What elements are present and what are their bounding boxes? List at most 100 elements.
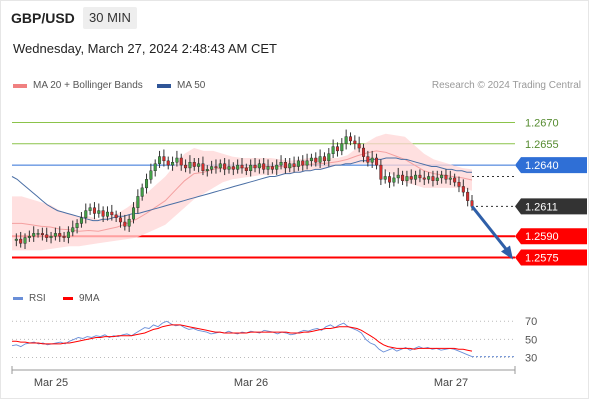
candle-body-72 bbox=[322, 156, 326, 162]
candle-body-91 bbox=[405, 176, 409, 181]
rsi-tick-0: 70 bbox=[525, 316, 537, 328]
candle-body-74 bbox=[331, 146, 335, 154]
candle-body-25 bbox=[118, 217, 122, 223]
candle-body-80 bbox=[357, 143, 361, 149]
projection-arrow bbox=[470, 205, 513, 260]
candle-body-56 bbox=[253, 164, 257, 169]
candle-body-85 bbox=[379, 164, 383, 180]
candle-body-31 bbox=[145, 179, 149, 189]
candle-body-78 bbox=[348, 136, 352, 142]
candle-body-2 bbox=[19, 238, 23, 244]
candle-body-12 bbox=[62, 236, 66, 238]
level-label-bg-5 bbox=[515, 249, 587, 266]
candle-body-47 bbox=[214, 166, 218, 169]
candle-body-21 bbox=[101, 210, 105, 217]
candle-body-5 bbox=[32, 233, 36, 237]
candle-body-64 bbox=[288, 163, 292, 169]
candle-body-30 bbox=[140, 187, 144, 197]
level-label-0: 1.2670 bbox=[525, 117, 559, 129]
candle-body-14 bbox=[71, 227, 75, 233]
candle-body-68 bbox=[305, 160, 309, 166]
candle-body-101 bbox=[448, 177, 452, 180]
candle-body-81 bbox=[362, 147, 366, 157]
rsi-panel: 70 50 30 bbox=[11, 316, 537, 364]
candle-body-22 bbox=[105, 211, 109, 217]
candle-body-3 bbox=[23, 237, 27, 244]
credit-text: Research © 2024 Trading Central bbox=[431, 80, 581, 91]
candle-body-29 bbox=[136, 196, 140, 208]
x-axis: Mar 25 Mar 26 Mar 27 bbox=[11, 366, 516, 389]
candle-body-34 bbox=[158, 156, 162, 164]
candle-body-4 bbox=[27, 236, 31, 238]
candle-body-95 bbox=[422, 177, 426, 180]
candle-body-92 bbox=[409, 176, 413, 180]
candle-body-105 bbox=[466, 191, 470, 201]
candle-body-100 bbox=[444, 174, 448, 180]
rsi-series-rsi bbox=[11, 320, 473, 358]
candle-body-19 bbox=[92, 207, 96, 214]
candle-body-88 bbox=[392, 177, 396, 183]
candle-body-43 bbox=[197, 163, 201, 167]
rsi-tick-2: 30 bbox=[525, 352, 537, 364]
candle-body-51 bbox=[231, 166, 235, 170]
candle-body-102 bbox=[453, 177, 457, 183]
candle-body-62 bbox=[279, 162, 283, 166]
projection-arrowhead bbox=[501, 245, 513, 260]
candle-body-99 bbox=[440, 174, 444, 179]
candle-body-53 bbox=[240, 164, 244, 169]
candle-body-24 bbox=[114, 214, 118, 218]
candle-body-20 bbox=[97, 210, 101, 214]
candle-body-41 bbox=[188, 162, 192, 169]
candle-body-6 bbox=[36, 233, 40, 235]
candle-body-58 bbox=[262, 163, 266, 170]
legend-ma50: MA 50 bbox=[157, 80, 205, 91]
candle-body-15 bbox=[75, 223, 79, 228]
candle-body-13 bbox=[66, 231, 70, 238]
candle-body-82 bbox=[366, 156, 370, 163]
candle-body-77 bbox=[344, 136, 348, 144]
bollinger-band bbox=[12, 133, 473, 251]
symbol-label: GBP/USD bbox=[11, 10, 75, 26]
candle-body-84 bbox=[375, 157, 379, 166]
candle-body-35 bbox=[162, 156, 166, 162]
candle-body-60 bbox=[270, 166, 274, 170]
candle-body-45 bbox=[205, 169, 209, 171]
candle-body-16 bbox=[79, 217, 83, 224]
candle-body-59 bbox=[266, 166, 270, 170]
candle-body-48 bbox=[218, 163, 222, 169]
candle-body-106 bbox=[470, 200, 474, 207]
candle-body-67 bbox=[301, 160, 305, 166]
level-label-bg-3 bbox=[515, 198, 587, 215]
candle-body-93 bbox=[414, 174, 418, 180]
candle-body-86 bbox=[383, 176, 387, 180]
bollinger-swatch bbox=[13, 83, 27, 88]
candle-body-98 bbox=[435, 177, 439, 181]
candle-body-49 bbox=[223, 163, 227, 170]
x-tick-label-2: Mar 27 bbox=[434, 377, 468, 389]
candle-body-37 bbox=[171, 162, 175, 166]
rsi-series-9ma bbox=[12, 324, 473, 352]
candle-body-9 bbox=[49, 236, 53, 238]
candle-body-36 bbox=[166, 160, 170, 166]
candle-body-83 bbox=[370, 157, 374, 163]
candle-body-8 bbox=[45, 234, 49, 238]
timeframe-badge[interactable]: 30 MIN bbox=[83, 7, 137, 29]
candle-body-57 bbox=[257, 163, 261, 169]
legend-bollinger-label: MA 20 + Bollinger Bands bbox=[33, 80, 143, 91]
candle-body-32 bbox=[149, 170, 153, 180]
level-label-2: 1.2640 bbox=[525, 160, 559, 172]
x-tick-label-1: Mar 26 bbox=[234, 377, 268, 389]
candle-body-52 bbox=[236, 164, 240, 170]
candle-body-87 bbox=[388, 176, 392, 183]
candle-body-54 bbox=[244, 167, 248, 171]
candle-body-11 bbox=[58, 233, 62, 237]
x-tick-label-0: Mar 25 bbox=[34, 377, 68, 389]
level-label-1: 1.2655 bbox=[525, 139, 559, 151]
candle-body-75 bbox=[335, 146, 339, 152]
candle-body-97 bbox=[431, 176, 435, 181]
level-labels: 1.2670 1.2655 1.2640 1.2611 1.2590 1.2575 bbox=[515, 117, 587, 266]
candle-body-90 bbox=[401, 174, 405, 181]
legend-rsi-label: RSI bbox=[29, 293, 46, 304]
